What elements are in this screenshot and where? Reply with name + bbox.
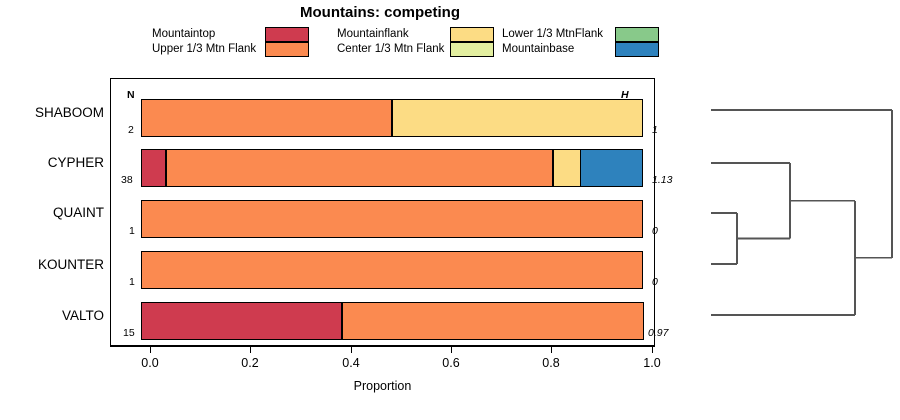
legend-label: Lower 1/3 MtnFlank [502, 28, 603, 40]
x-tick-label: 0.0 [141, 356, 159, 370]
h-value-kounter: 0 [652, 276, 658, 288]
x-tick [150, 347, 151, 353]
legend-swatch-lower-third-mtnflank [615, 27, 659, 42]
x-tick [451, 347, 452, 353]
legend-item: Center 1/3 Mtn Flank [337, 42, 502, 57]
bar-segment-upper-third-mtn-flank[interactable] [141, 200, 643, 238]
x-tick-label: 0.4 [342, 356, 360, 370]
n-column-header: N [127, 89, 135, 101]
category-label-kounter: KOUNTER [37, 257, 104, 272]
category-label-shaboom: SHABOOM [34, 105, 104, 120]
bar-segment-upper-third-mtn-flank[interactable] [166, 149, 553, 187]
bar-segment-mountainflank[interactable] [552, 149, 581, 187]
bar-track [141, 149, 643, 187]
legend-swatch-mountaintop [265, 27, 309, 42]
legend: Mountaintop Upper 1/3 Mtn Flank Mountain… [152, 27, 692, 59]
n-value-cypher: 38 [121, 174, 133, 186]
bar-segment-mountaintop[interactable] [141, 302, 342, 340]
bar-segment-upper-third-mtn-flank[interactable] [141, 251, 643, 289]
x-tick-label: 0.6 [442, 356, 460, 370]
x-tick [652, 347, 653, 353]
x-tick [250, 347, 251, 353]
n-value-kounter: 1 [129, 276, 135, 288]
bar-track [141, 251, 643, 289]
category-label-cypher: CYPHER [47, 155, 104, 170]
legend-swatch-mountainflank [450, 27, 494, 42]
x-axis-line [110, 346, 655, 347]
x-tick-label: 0.8 [542, 356, 560, 370]
h-value-valto: 0.97 [648, 327, 669, 339]
legend-label: Center 1/3 Mtn Flank [337, 43, 445, 55]
legend-label: Mountainbase [502, 43, 575, 55]
legend-column-2: Mountainflank Center 1/3 Mtn Flank [337, 27, 502, 57]
x-axis-title: Proportion [353, 379, 412, 393]
x-tick-label: 1.0 [643, 356, 661, 370]
legend-label: Upper 1/3 Mtn Flank [152, 43, 257, 55]
chart-title: Mountains: competing [300, 4, 460, 21]
h-column-header: H [621, 89, 629, 101]
legend-item: Upper 1/3 Mtn Flank [152, 42, 337, 57]
category-label-quaint: QUAINT [52, 205, 104, 220]
bar-row-shaboom[interactable]: 2 1 [111, 99, 658, 137]
legend-label: Mountainflank [337, 28, 409, 40]
dendrogram-svg [711, 109, 893, 316]
bar-track [141, 99, 643, 137]
bar-row-kounter[interactable]: 1 0 [111, 251, 658, 289]
legend-item: Lower 1/3 MtnFlank [502, 27, 682, 42]
bar-row-cypher[interactable]: 38 1.13 [111, 149, 672, 187]
h-value-shaboom: 1 [652, 124, 658, 136]
h-value-quaint: 0 [652, 225, 658, 237]
bar-segment-mountainflank[interactable] [392, 99, 643, 137]
legend-swatch-upper-third-mtn-flank [265, 42, 309, 57]
bar-track [141, 200, 643, 238]
n-value-valto: 15 [123, 327, 135, 339]
legend-item: Mountaintop [152, 27, 337, 42]
x-tick [551, 347, 552, 353]
bar-segment-upper-third-mtn-flank[interactable] [141, 99, 392, 137]
legend-swatch-mountainbase [615, 42, 659, 57]
bar-segment-upper-third-mtn-flank[interactable] [341, 302, 644, 340]
bar-segment-mountainbase[interactable] [580, 149, 643, 187]
bar-track [141, 302, 644, 340]
legend-swatch-center-third-mtn-flank [450, 42, 494, 57]
legend-column-1: Mountaintop Upper 1/3 Mtn Flank [152, 27, 337, 57]
h-value-cypher: 1.13 [652, 174, 673, 186]
x-tick [351, 347, 352, 353]
bar-row-valto[interactable]: 15 0.97 [111, 302, 668, 340]
n-value-shaboom: 2 [128, 124, 134, 136]
legend-label: Mountaintop [152, 28, 216, 40]
dendrogram [690, 78, 900, 346]
legend-column-3: Lower 1/3 MtnFlank Mountainbase [502, 27, 682, 57]
legend-item: Mountainflank [337, 27, 502, 42]
bar-row-quaint[interactable]: 1 0 [111, 200, 658, 238]
n-value-quaint: 1 [129, 225, 135, 237]
plot-panel: N H 2 1 38 1.13 1 [110, 78, 672, 346]
bar-segment-mountaintop[interactable] [141, 149, 166, 187]
legend-item: Mountainbase [502, 42, 682, 57]
category-label-valto: VALTO [61, 308, 104, 323]
x-tick-label: 0.2 [241, 356, 259, 370]
